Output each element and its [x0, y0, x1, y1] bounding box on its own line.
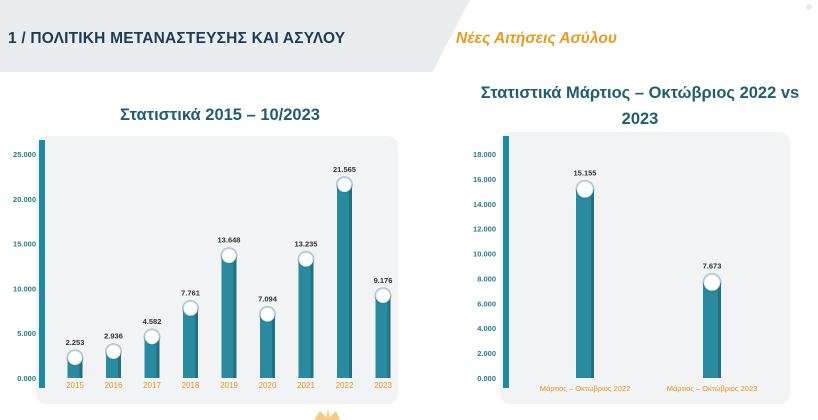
chart-1-marker — [298, 252, 314, 267]
chart-1-bar — [298, 259, 314, 378]
chart-1-y-tick-label: 5.000 — [17, 329, 36, 338]
chart-1-y-tick-label: 20.000 — [13, 195, 36, 204]
chart-2-y-tick-label: 14.000 — [473, 200, 496, 209]
chart-1-category-label: 2017 — [143, 381, 161, 390]
chart-1-category-label: 2020 — [259, 381, 277, 390]
chart-1-marker — [337, 177, 352, 193]
chart-1-title: Στατιστικά 2015 – 10/2023 — [120, 106, 320, 124]
chart-1-category-label: 2021 — [297, 381, 315, 390]
chart-1-marker — [106, 344, 121, 360]
chart-1-value-label: 4.582 — [143, 317, 162, 326]
chart-1-bar-edge — [233, 255, 237, 378]
chart-1-bar — [260, 314, 275, 378]
chart-2-category-label: Μάρτιος – Οκτώβριος 2022 — [540, 384, 631, 393]
chart-2-y-tick-label: 18.000 — [473, 150, 496, 159]
chart-2-bar — [703, 282, 721, 378]
chart-1-bar-edge — [195, 308, 198, 378]
chart-1-value-label: 9.176 — [374, 276, 393, 285]
chart-1-category-label: 2023 — [374, 381, 392, 390]
chart-2-y-tick-label: 0.000 — [477, 374, 496, 383]
chart-1-value-label: 13.648 — [218, 236, 241, 245]
chart-1-bar-edge — [156, 336, 160, 378]
chart-1-value-label: 2.936 — [104, 332, 123, 341]
chart-2-y-tick-label: 10.000 — [473, 250, 496, 259]
chart-1-bar — [337, 184, 352, 378]
chart-2-bar-edge — [718, 282, 721, 378]
chart-1-bar-edge — [387, 295, 391, 378]
chart-1-bar-edge — [272, 314, 275, 378]
chart-1-y-tick-label: 15.000 — [13, 240, 36, 249]
chart-2-value-label: 7.673 — [703, 262, 722, 271]
chart-1-bar-edge — [79, 357, 83, 378]
chart-1-category-label: 2018 — [182, 381, 200, 390]
chart-2-y-tick-label: 4.000 — [477, 324, 496, 333]
header-banner — [0, 0, 470, 72]
chart-1-y-tick-label: 10.000 — [13, 284, 36, 293]
chart-1-bar-edge — [310, 259, 314, 378]
chart-2-bar — [576, 189, 594, 378]
chart-2-y-tick-label: 2.000 — [477, 349, 496, 358]
chart-1-bar-edge — [349, 184, 352, 378]
chart-2-marker — [576, 181, 594, 198]
chart-1-y-axis-line — [39, 140, 45, 388]
chart-2-y-tick-label: 8.000 — [477, 274, 496, 283]
chart-1-value-label: 7.094 — [258, 294, 278, 303]
chart-2-title: Στατιστικά Μάρτιος – Οκτώβριος 2022 vs 2… — [480, 84, 800, 128]
chart-1-category-label: 2019 — [220, 381, 238, 390]
chart-2-y-tick-label: 12.000 — [473, 225, 496, 234]
chart-1-marker — [67, 350, 83, 366]
chart-2-value-label: 15.155 — [574, 168, 597, 177]
chart-1-marker — [183, 301, 198, 316]
chart-1-marker — [260, 307, 275, 322]
chart-2-y-tick-label: 6.000 — [477, 299, 496, 308]
chart-1-value-label: 2.253 — [66, 338, 85, 347]
decorative-dot — [806, 4, 812, 10]
chart-1-value-label: 21.565 — [333, 165, 356, 174]
chart-1-bar — [221, 255, 237, 378]
chart-2-bar-edge — [591, 189, 594, 378]
logo-icon — [314, 409, 340, 420]
section-subtitle: Νέες Αιτήσεις Ασύλου — [456, 30, 617, 47]
chart-2-panel — [500, 132, 790, 404]
chart-1-bar — [183, 308, 198, 378]
chart-1-value-label: 7.761 — [181, 288, 200, 297]
chart-1-category-label: 2015 — [66, 381, 84, 390]
chart-1-bar — [144, 336, 160, 378]
chart-1-marker — [375, 288, 391, 304]
section-title: 1 / ΠΟΛΙΤΙΚΗ ΜΕΤΑΝΑΣΤΕΥΣΗΣ ΚΑΙ ΑΣΥΛΟΥ — [8, 30, 346, 47]
chart-1-bar — [106, 351, 121, 378]
chart-1-bar — [375, 295, 391, 378]
chart-1-marker — [221, 248, 237, 264]
chart-2-y-axis-line — [503, 136, 509, 388]
chart-2-y-tick-label: 16.000 — [473, 175, 496, 184]
chart-2-marker — [703, 274, 721, 291]
chart-1-marker — [144, 329, 160, 345]
chart-1-category-label: 2022 — [336, 381, 354, 390]
chart-1-category-label: 2016 — [105, 381, 123, 390]
chart-1-bar-edge — [118, 351, 121, 378]
chart-1-y-tick-label: 25.000 — [13, 150, 36, 159]
chart-2-category-label: Μάρτιος – Οκτώβριος 2023 — [667, 384, 758, 393]
chart-1-value-label: 13.235 — [295, 239, 318, 248]
chart-1-y-tick-label: 0.000 — [17, 374, 36, 383]
